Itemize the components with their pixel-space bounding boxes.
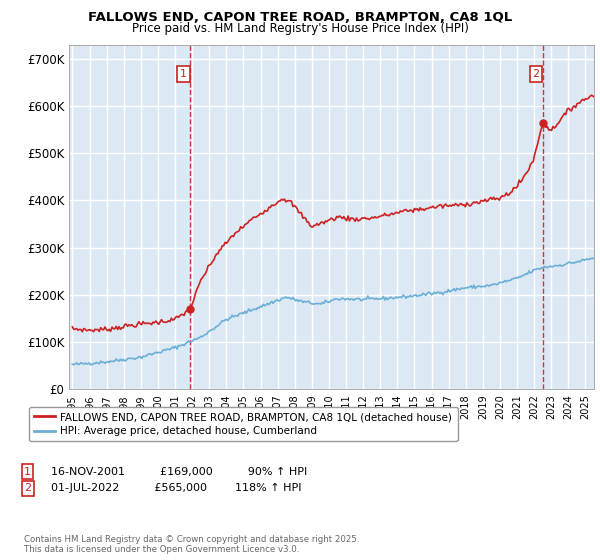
Text: 2: 2: [24, 483, 31, 493]
Text: 1: 1: [24, 466, 31, 477]
Text: 01-JUL-2022          £565,000        118% ↑ HPI: 01-JUL-2022 £565,000 118% ↑ HPI: [51, 483, 302, 493]
Text: 16-NOV-2001          £169,000          90% ↑ HPI: 16-NOV-2001 £169,000 90% ↑ HPI: [51, 466, 307, 477]
Text: FALLOWS END, CAPON TREE ROAD, BRAMPTON, CA8 1QL: FALLOWS END, CAPON TREE ROAD, BRAMPTON, …: [88, 11, 512, 24]
Text: 1: 1: [180, 69, 187, 79]
Text: 2: 2: [532, 69, 539, 79]
Text: Price paid vs. HM Land Registry's House Price Index (HPI): Price paid vs. HM Land Registry's House …: [131, 22, 469, 35]
Text: Contains HM Land Registry data © Crown copyright and database right 2025.
This d: Contains HM Land Registry data © Crown c…: [24, 535, 359, 554]
Legend: FALLOWS END, CAPON TREE ROAD, BRAMPTON, CA8 1QL (detached house), HPI: Average p: FALLOWS END, CAPON TREE ROAD, BRAMPTON, …: [29, 407, 458, 441]
